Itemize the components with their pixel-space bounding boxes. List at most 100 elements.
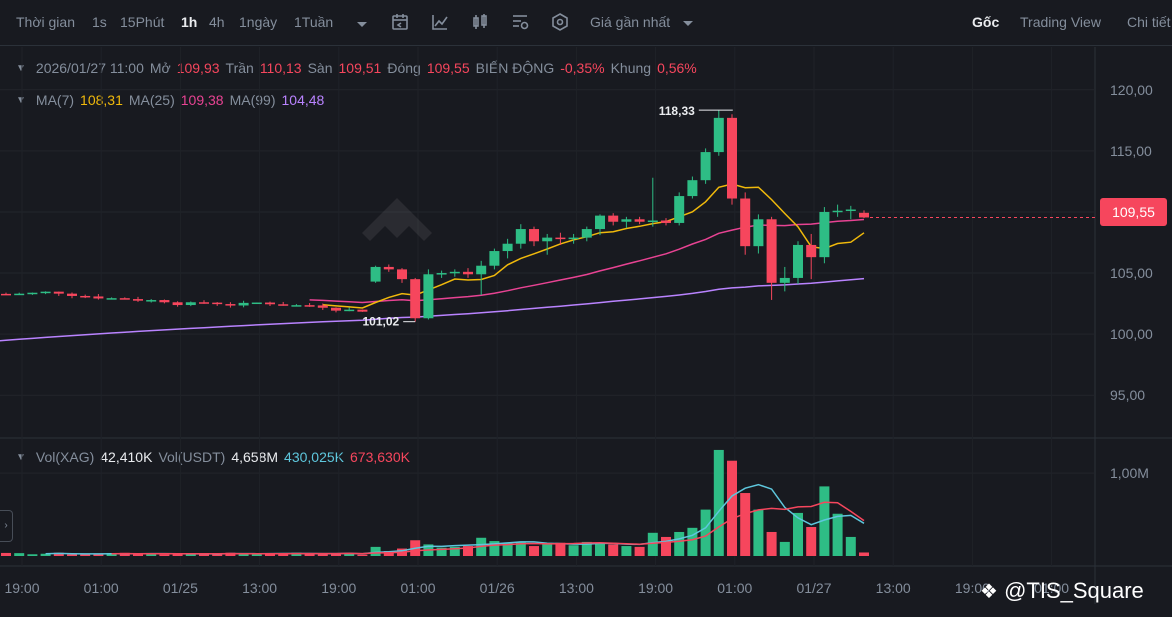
volume-bar bbox=[159, 554, 170, 556]
ma99-line bbox=[0, 277, 865, 342]
candle-body bbox=[832, 210, 843, 213]
volume-bar bbox=[40, 553, 51, 556]
tab-original[interactable]: Gốc bbox=[972, 14, 1000, 30]
volume-bar bbox=[713, 449, 724, 556]
candle-type-icon[interactable] bbox=[470, 12, 490, 32]
more-intervals-chevron-icon[interactable] bbox=[352, 14, 372, 34]
ma7-value: 108,31 bbox=[80, 92, 123, 108]
candle-body bbox=[146, 300, 157, 302]
volume-bar bbox=[581, 541, 592, 556]
candle-body bbox=[674, 196, 685, 223]
price-type-select[interactable]: Giá gần nhất bbox=[590, 14, 670, 30]
candle-body bbox=[199, 302, 209, 304]
candle-body bbox=[225, 304, 236, 306]
price-tick-label: 120,00 bbox=[1110, 82, 1153, 98]
volume-bar bbox=[265, 553, 275, 556]
price-type-chevron-icon[interactable] bbox=[678, 13, 698, 33]
candle-body bbox=[291, 305, 302, 307]
vol-ma2-value: 673,630K bbox=[350, 449, 410, 465]
volume-bar bbox=[806, 527, 817, 556]
candle-body bbox=[779, 277, 790, 283]
tab-depth[interactable]: Chi tiết bbox=[1127, 14, 1171, 30]
ma25-label: MA(25) bbox=[128, 92, 175, 108]
indicator-icon[interactable] bbox=[430, 12, 450, 32]
chart-settings-icon[interactable] bbox=[510, 12, 530, 32]
candle-body bbox=[1, 293, 11, 296]
ma-collapse-chevron-icon[interactable]: ▼ bbox=[16, 94, 26, 106]
interval-1s[interactable]: 1s bbox=[92, 14, 107, 30]
candle-body bbox=[595, 215, 605, 230]
price-annotations: 118,33 101,02 bbox=[362, 104, 1095, 329]
candle-body bbox=[133, 299, 143, 301]
volume-tick-label: 1,00M bbox=[1110, 465, 1149, 481]
candle-body bbox=[502, 243, 513, 252]
depth-hex-icon[interactable] bbox=[550, 12, 570, 32]
volume-ma5-line bbox=[45, 483, 865, 555]
candle-body bbox=[661, 220, 671, 223]
volume-bar bbox=[608, 544, 619, 556]
volume-bar bbox=[251, 554, 262, 556]
interval-1d[interactable]: 1ngày bbox=[239, 14, 278, 30]
candle-body bbox=[753, 219, 764, 247]
volume-bar bbox=[740, 493, 751, 556]
volume-bar bbox=[832, 513, 843, 556]
candle-body bbox=[53, 291, 64, 294]
time-label: Thời gian bbox=[16, 14, 75, 30]
candle-body bbox=[463, 271, 473, 275]
volume-bar bbox=[423, 544, 434, 556]
candle-body bbox=[608, 215, 619, 222]
time-tick-label: 01/25 bbox=[163, 580, 198, 596]
candle-body bbox=[700, 152, 711, 181]
close-label: Đóng bbox=[387, 60, 421, 76]
volume-row: ▼ Vol(XAG) 42,410K Vol(USDT) 4,658M 430,… bbox=[16, 449, 410, 465]
candle-body bbox=[436, 273, 447, 275]
candle-body bbox=[410, 279, 421, 319]
interval-15m[interactable]: 15Phút bbox=[120, 14, 165, 30]
volume-bar bbox=[67, 554, 77, 556]
candle-body bbox=[344, 309, 355, 312]
expand-panel-handle[interactable]: › bbox=[0, 510, 13, 542]
volume-bar bbox=[555, 542, 566, 556]
collapse-chevron-icon[interactable]: ▼ bbox=[16, 62, 26, 74]
calendar-icon[interactable] bbox=[390, 12, 410, 32]
volume-bar bbox=[647, 532, 658, 556]
volume-ma-lines bbox=[45, 483, 865, 555]
volume-bar bbox=[106, 553, 117, 556]
volume-bar bbox=[133, 554, 143, 556]
candle-body bbox=[740, 198, 751, 247]
volume-bar bbox=[291, 552, 302, 556]
candle-body bbox=[357, 309, 368, 312]
vol-collapse-chevron-icon[interactable]: ▼ bbox=[16, 451, 26, 463]
low-annotation: 101,02 bbox=[362, 315, 399, 329]
time-tick-label: 19:00 bbox=[638, 580, 673, 596]
volume-bar bbox=[727, 460, 737, 556]
candle-body bbox=[251, 302, 262, 305]
candle-body bbox=[727, 117, 737, 199]
volume-bar bbox=[542, 544, 553, 556]
current-price-tag: 109,55 bbox=[1100, 198, 1167, 226]
volume-bar bbox=[27, 554, 38, 556]
volume-bar bbox=[397, 548, 407, 556]
volume-bar bbox=[674, 531, 685, 556]
ma25-line bbox=[309, 218, 865, 304]
candle-body bbox=[476, 265, 487, 275]
amplitude-label: Khung bbox=[610, 60, 652, 76]
interval-4h[interactable]: 4h bbox=[209, 14, 225, 30]
candle-body bbox=[489, 251, 500, 266]
close-value: 109,55 bbox=[426, 60, 470, 76]
interval-1h[interactable]: 1h bbox=[181, 14, 198, 30]
interval-1w[interactable]: 1Tuần bbox=[294, 14, 334, 30]
time-tick-label: 01:00 bbox=[400, 580, 435, 596]
candle-body bbox=[238, 302, 249, 306]
volume-bar bbox=[779, 541, 790, 556]
candle-body bbox=[106, 298, 117, 300]
volume-bar bbox=[634, 546, 645, 556]
volume-bar bbox=[370, 546, 381, 556]
volume-bar bbox=[621, 546, 632, 556]
time-tick-label: 01:00 bbox=[84, 580, 119, 596]
candle-body bbox=[634, 219, 645, 222]
tab-trading-view[interactable]: Trading View bbox=[1020, 14, 1101, 30]
volume-bar bbox=[80, 554, 91, 556]
watermark: ❖ @TIS_Square bbox=[980, 578, 1144, 604]
